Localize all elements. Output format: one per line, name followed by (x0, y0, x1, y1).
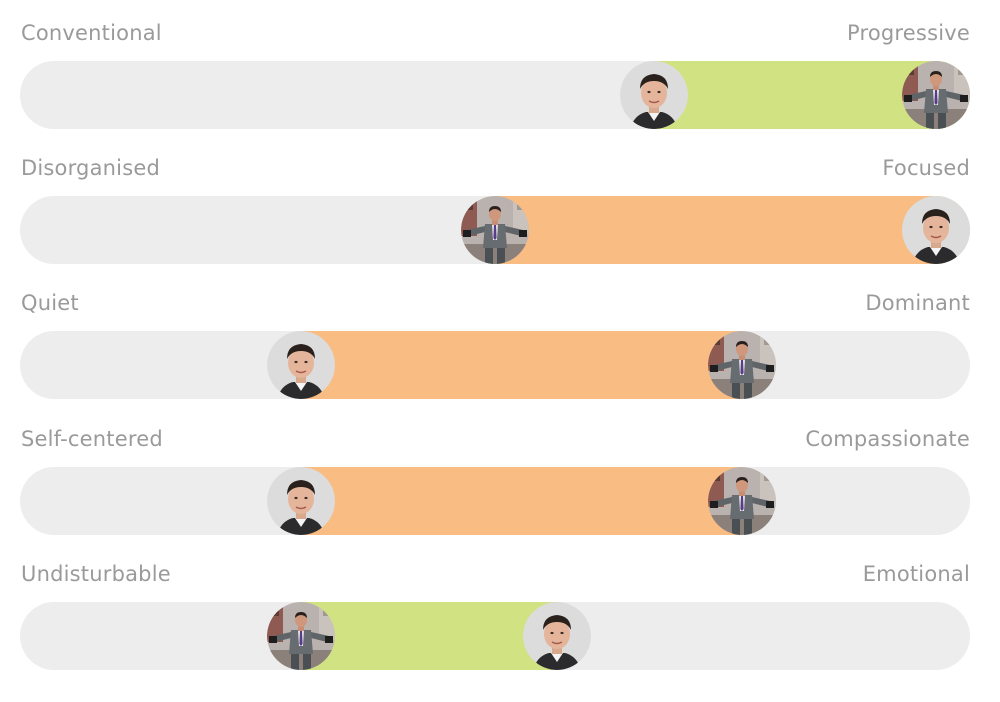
scale-labels: Self-centered Compassionate (20, 424, 970, 454)
headshot-avatar-icon[interactable] (267, 331, 335, 399)
scale-left-label: Disorganised (21, 156, 160, 180)
scale-range-fill (495, 196, 970, 264)
scale-right-label: Compassionate (805, 427, 970, 451)
trait-scale-row: Quiet Dominant (20, 288, 970, 408)
suit-man-city-avatar-icon[interactable] (267, 602, 335, 670)
scale-track (20, 331, 970, 399)
trait-scale-row: Conventional Progressive (20, 18, 970, 138)
suit-man-city-avatar-icon[interactable] (708, 467, 776, 535)
trait-scale-row: Undisturbable Emotional (20, 559, 970, 679)
scale-left-label: Conventional (21, 21, 162, 45)
trait-scale-row: Disorganised Focused (20, 153, 970, 273)
scale-track (20, 61, 970, 129)
headshot-avatar-icon[interactable] (267, 467, 335, 535)
scale-right-label: Dominant (865, 291, 970, 315)
scale-track (20, 467, 970, 535)
trait-scale-row: Self-centered Compassionate (20, 424, 970, 544)
scale-labels: Conventional Progressive (20, 18, 970, 48)
suit-man-city-avatar-icon[interactable] (902, 61, 970, 129)
suit-man-city-avatar-icon[interactable] (708, 331, 776, 399)
scale-left-label: Undisturbable (21, 562, 171, 586)
scale-right-label: Progressive (846, 21, 970, 45)
scale-track (20, 602, 970, 670)
suit-man-city-avatar-icon[interactable] (461, 196, 529, 264)
scale-left-label: Self-centered (21, 427, 163, 451)
scale-range-fill (300, 602, 557, 670)
scale-range-fill (300, 467, 742, 535)
headshot-avatar-icon[interactable] (902, 196, 970, 264)
scale-labels: Disorganised Focused (20, 153, 970, 183)
headshot-avatar-icon[interactable] (620, 61, 688, 129)
scale-track (20, 196, 970, 264)
scale-left-label: Quiet (21, 291, 79, 315)
scale-range-fill (300, 331, 742, 399)
scale-labels: Quiet Dominant (20, 288, 970, 318)
scale-right-label: Focused (882, 156, 970, 180)
headshot-avatar-icon[interactable] (523, 602, 591, 670)
scale-right-label: Emotional (862, 562, 970, 586)
scale-labels: Undisturbable Emotional (20, 559, 970, 589)
